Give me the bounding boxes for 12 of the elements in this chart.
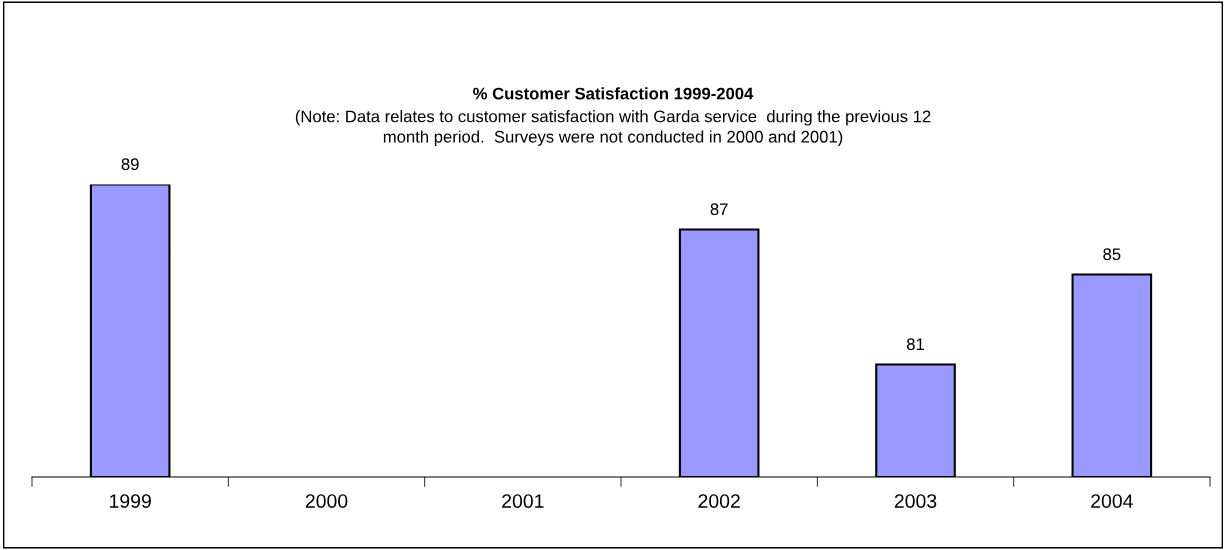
data-label: 85 [1103,248,1121,261]
data-label: 87 [710,203,728,216]
chart-subtitle: (Note: Data relates to customer satisfaction with Garda service during the previous 12 month period. Surveys were not conducted in 2000 and 2001) [295,110,931,146]
x-tick-label: 1999 [110,494,151,508]
data-label: 89 [121,158,139,171]
x-tick-label: 2004 [1091,494,1133,508]
x-tick-label: 2001 [502,494,544,508]
x-tick-label: 2002 [698,494,740,508]
x-tick-label: 2000 [305,494,348,508]
data-label: 81 [906,338,924,351]
chart-title: % Customer Satisfaction 1999-2004 [473,87,754,100]
x-tick-label: 2003 [894,494,937,508]
